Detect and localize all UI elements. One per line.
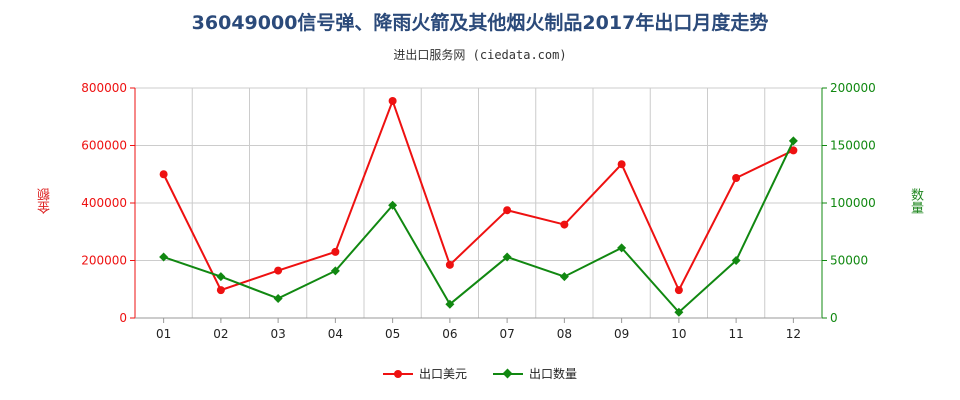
x-tick-label: 11 <box>728 327 743 341</box>
data-point-0 <box>216 286 225 295</box>
legend-label-amount: 出口美元 <box>418 367 467 381</box>
data-point-0 <box>732 173 741 182</box>
y-left-tick-label: 200000 <box>81 254 127 268</box>
x-tick-label: 02 <box>213 327 228 341</box>
data-point-1 <box>388 200 398 210</box>
data-point-0 <box>331 247 340 256</box>
data-point-1 <box>731 256 741 265</box>
data-point-0 <box>159 170 168 179</box>
y-axis-right-label: 数量 <box>908 188 923 214</box>
data-point-1 <box>159 252 169 262</box>
y-left-tick-label: 0 <box>119 311 127 325</box>
legend-swatch-amount <box>382 369 413 379</box>
x-tick-label: 03 <box>270 327 285 341</box>
legend-swatch-quantity <box>493 369 523 379</box>
y-right-tick-label: 200000 <box>830 81 876 95</box>
x-tick-label: 12 <box>786 327 801 341</box>
data-point-0 <box>617 160 626 169</box>
data-point-1 <box>502 252 512 262</box>
legend-label-quantity: 出口数量 <box>529 367 578 381</box>
x-tick-label: 07 <box>499 327 514 341</box>
series-line-1 <box>163 140 795 314</box>
x-tick-label: 05 <box>385 327 400 341</box>
x-tick-label: 10 <box>671 327 686 341</box>
x-tick-label: 06 <box>442 327 457 341</box>
chart-title: 36049000信号弹、降雨火箭及其他烟火制品2017年出口月度走势 <box>191 12 769 34</box>
x-tick-label: 09 <box>614 327 629 341</box>
data-point-1 <box>559 272 569 282</box>
data-point-0 <box>274 266 283 275</box>
data-point-1 <box>788 136 798 146</box>
data-point-1 <box>617 243 627 253</box>
data-point-0 <box>388 96 397 105</box>
y-left-tick-label: 400000 <box>81 196 127 210</box>
data-point-0 <box>445 260 454 269</box>
data-point-0 <box>674 286 683 295</box>
data-point-1 <box>330 266 340 276</box>
y-right-tick-label: 100000 <box>830 196 876 210</box>
data-point-0 <box>503 206 512 215</box>
y-right-tick-label: 0 <box>830 311 838 325</box>
chart-subtitle: 进出口服务网 (ciedata.com) <box>393 48 567 62</box>
y-right-tick-label: 50000 <box>830 254 868 268</box>
data-point-0 <box>560 220 569 229</box>
y-left-tick-label: 800000 <box>81 81 127 95</box>
data-point-1 <box>445 299 455 309</box>
y-right-tick-label: 150000 <box>830 139 876 153</box>
data-point-1 <box>674 307 684 317</box>
y-left-tick-label: 600000 <box>81 139 127 153</box>
data-point-0 <box>789 146 798 155</box>
x-tick-label: 04 <box>328 327 343 341</box>
x-tick-label: 08 <box>557 327 572 341</box>
data-point-1 <box>273 293 283 303</box>
data-point-1 <box>216 272 226 282</box>
legend-item-quantity[interactable]: 出口数量 <box>493 365 577 382</box>
series-line-0 <box>162 98 794 293</box>
x-tick-label: 01 <box>156 327 171 341</box>
legend: 出口美元 出口数量 <box>0 365 960 382</box>
legend-item-amount[interactable]: 出口美元 <box>382 365 467 382</box>
